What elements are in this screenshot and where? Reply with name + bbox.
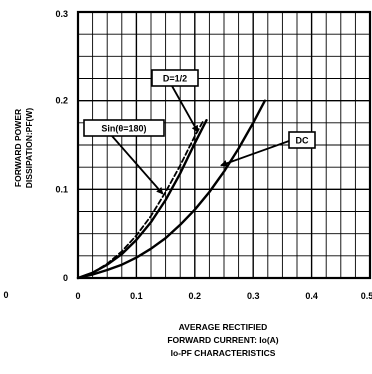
annotation-leader-line	[171, 85, 199, 133]
y-tick-label: 0.2	[55, 96, 68, 106]
x-tick-label: 0.5	[361, 291, 372, 301]
x-tick-label: 0	[75, 291, 80, 301]
y-axis-title-line-2: DISSIPATION:PF(W)	[24, 108, 34, 189]
annotation-box	[288, 131, 316, 149]
x-tick-label: 0.4	[305, 291, 318, 301]
x-axis-title-line-1: AVERAGE RECTIFIED	[179, 322, 268, 332]
plot-border	[76, 10, 372, 280]
y-axis-title-line-1: FORWARD POWER	[13, 109, 23, 187]
annotation-label: DC	[296, 136, 309, 146]
plot-frame	[76, 10, 372, 280]
annotation-leader-line	[220, 140, 290, 167]
series-group	[76, 99, 267, 280]
y-tick-label: 0.1	[55, 184, 68, 194]
x-axis-title-line-2: FORWARD CURRENT: Io(A)	[167, 335, 278, 345]
series-line-dc	[76, 99, 267, 280]
annotation-label: Sin(θ=180)	[101, 124, 146, 134]
x-tick-label: 0.2	[189, 291, 202, 301]
y-axis-title: FORWARD POWER DISSIPATION:PF(W)	[13, 108, 34, 189]
x-tick-label: 0.3	[247, 291, 260, 301]
annotation-box	[151, 69, 199, 87]
annotation-d-half: D=1/2	[151, 69, 199, 133]
annotation-box	[83, 119, 165, 137]
annotation-dc: DC	[220, 131, 316, 167]
y-tick-label: 0.3	[55, 9, 68, 19]
grid	[78, 12, 370, 278]
annotation-leader-line	[111, 135, 164, 195]
tick-labels: 0 0.1 0.2 0.3 0.4 0.5 0 0.1 0.2 0.3	[55, 9, 372, 301]
series-line-d-half	[76, 118, 208, 280]
annotation-sin-180: Sin(θ=180)	[83, 119, 165, 195]
chart-caption: Io-PF CHARACTERISTICS	[171, 348, 276, 358]
annotation-label: D=1/2	[163, 74, 187, 84]
y-tick-label: 0	[63, 273, 68, 283]
x-tick-label: 0.1	[130, 291, 143, 301]
left-edge-fragment: 0	[3, 290, 8, 300]
annotation-group: D=1/2 Sin(θ=180) DC	[83, 69, 316, 195]
